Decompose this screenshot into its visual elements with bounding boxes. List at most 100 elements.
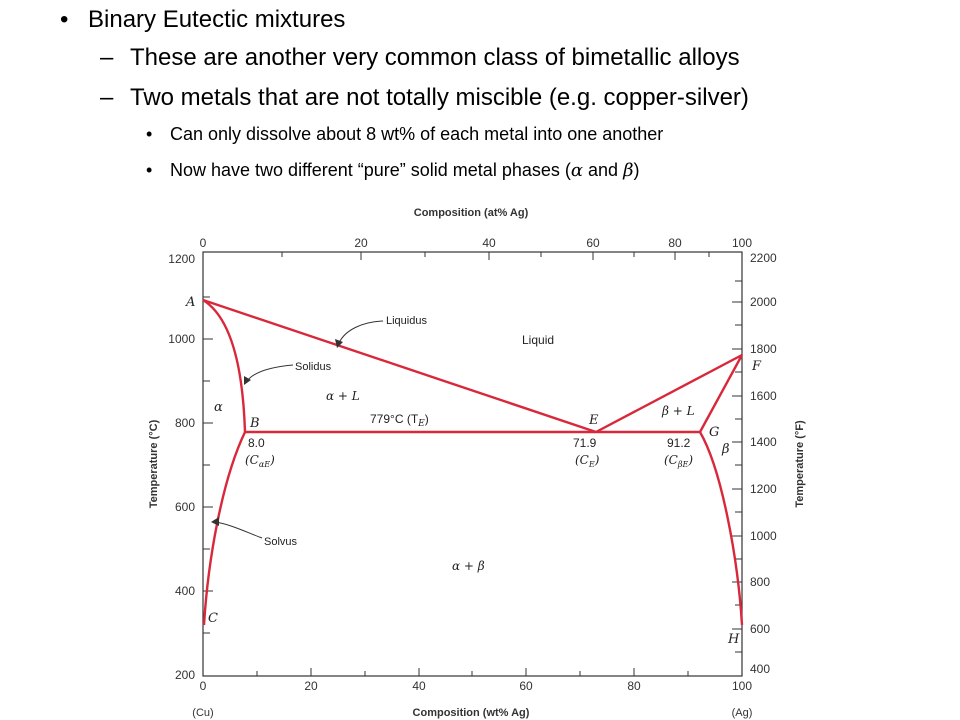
right-tick-label: 400 bbox=[750, 662, 770, 676]
c-alpha-e-close: ) bbox=[269, 453, 275, 467]
bullet-dot: • bbox=[146, 160, 153, 180]
point-e-label: E bbox=[588, 413, 599, 428]
bullet-text: Binary Eutectic mixtures bbox=[88, 6, 346, 33]
bottom-tick-label: 60 bbox=[519, 679, 533, 693]
left-tick-label: 1000 bbox=[168, 332, 195, 346]
cu-label: (Cu) bbox=[192, 707, 213, 719]
left-tick-label: 1200 bbox=[168, 252, 195, 266]
c-e-label: (CE) bbox=[575, 453, 600, 469]
c-beta-e-close: ) bbox=[687, 453, 693, 467]
point-g-label: G bbox=[709, 425, 719, 440]
solidus-line-alpha bbox=[202, 298, 247, 433]
point-a-label: A bbox=[185, 295, 195, 310]
bottom-tick-label: 20 bbox=[304, 679, 318, 693]
right-tick-label: 1600 bbox=[750, 389, 777, 403]
c-alpha-e-sub: αE bbox=[259, 460, 270, 469]
ag-label: (Ag) bbox=[732, 707, 753, 719]
alpha-liquid-region-label: α + L bbox=[326, 389, 360, 403]
top-tick-label: 100 bbox=[732, 236, 752, 250]
bottom-tick-marks bbox=[202, 668, 689, 676]
beta-region-label: β bbox=[721, 442, 730, 457]
solidus-line-beta bbox=[698, 354, 744, 433]
solidus-arrow bbox=[246, 364, 294, 382]
top-axis: 0 20 40 60 80 100 bbox=[200, 236, 752, 260]
liquidus-arrow-head bbox=[335, 339, 343, 348]
subsub-bullet-text: Now have two different “pure” solid meta… bbox=[170, 160, 639, 181]
c-e-sub: E bbox=[588, 460, 595, 469]
bullet-dot: • bbox=[60, 6, 69, 33]
phases-suffix: ) bbox=[633, 160, 640, 180]
liquidus-line-left bbox=[202, 298, 597, 434]
c-alpha-e-prefix: (C bbox=[245, 453, 259, 467]
left-tick-label: 600 bbox=[175, 500, 195, 514]
left-axis-title: Temperature (°C) bbox=[148, 419, 160, 508]
eutectic-temp-text: 779°C (T bbox=[370, 412, 419, 426]
liquidus-label: Liquidus bbox=[386, 315, 427, 327]
liquidus-arrow bbox=[338, 320, 384, 344]
subsub-bullet-text: Can only dissolve about 8 wt% of each me… bbox=[170, 124, 664, 144]
bottom-tick-label: 0 bbox=[200, 679, 207, 693]
eutectic-temp-sub: E bbox=[417, 419, 425, 429]
c-beta-e-label: (CβE) bbox=[664, 453, 693, 469]
beta-liquid-region-label: β + L bbox=[661, 404, 695, 418]
bottom-axis-title: Composition (wt% Ag) bbox=[413, 707, 530, 719]
top-tick-marks bbox=[202, 252, 710, 260]
top-tick-label: 60 bbox=[586, 236, 600, 250]
c-e-value: 71.9 bbox=[573, 436, 597, 450]
top-tick-label: 80 bbox=[668, 236, 682, 250]
left-tick-label: 800 bbox=[175, 416, 195, 430]
liquid-region-label: Liquid bbox=[522, 333, 554, 347]
right-tick-label: 1400 bbox=[750, 435, 777, 449]
c-alpha-e-value: 8.0 bbox=[248, 436, 265, 450]
sub-bullet-text: These are another very common class of b… bbox=[130, 44, 740, 71]
solvus-label: Solvus bbox=[264, 536, 298, 548]
c-beta-e-sub: βE bbox=[677, 460, 689, 469]
c-e-prefix: (C bbox=[575, 453, 589, 467]
top-axis-title: Composition (at% Ag) bbox=[414, 207, 529, 219]
right-tick-label: 1000 bbox=[750, 529, 777, 543]
left-tick-label: 400 bbox=[175, 584, 195, 598]
phases-prefix: Now have two different “pure” solid meta… bbox=[170, 160, 571, 180]
bottom-tick-label: 80 bbox=[627, 679, 641, 693]
right-tick-label: 1800 bbox=[750, 342, 777, 356]
right-axis-title: Temperature (°F) bbox=[794, 420, 806, 508]
point-b-label: B bbox=[249, 416, 260, 431]
c-beta-e-prefix: (C bbox=[664, 453, 678, 467]
eutectic-temperature-label: 779°C (TE) bbox=[370, 412, 429, 429]
left-axis: 1200 1000 800 600 400 200 bbox=[168, 252, 213, 682]
sub-bullet-text: Two metals that are not totally miscible… bbox=[130, 84, 749, 111]
top-tick-label: 20 bbox=[354, 236, 368, 250]
c-alpha-e-label: (CαE) bbox=[245, 453, 275, 469]
right-tick-label: 600 bbox=[750, 622, 770, 636]
plot-frame bbox=[202, 251, 743, 677]
right-axis: 2200 2000 1800 1600 1400 1200 1000 800 6… bbox=[732, 251, 777, 676]
point-h-label: H bbox=[727, 632, 740, 647]
leader-arrows bbox=[215, 320, 384, 539]
c-beta-e-value: 91.2 bbox=[667, 436, 691, 450]
eutectic-temp-close: ) bbox=[425, 412, 429, 426]
solvus-line-beta bbox=[698, 431, 744, 626]
bottom-tick-label: 100 bbox=[732, 679, 752, 693]
c-e-close: ) bbox=[594, 453, 600, 467]
alpha-region-label: α bbox=[214, 400, 223, 415]
alpha-symbol: α bbox=[570, 160, 584, 181]
right-tick-label: 2000 bbox=[750, 295, 777, 309]
top-tick-label: 0 bbox=[200, 236, 207, 250]
left-tick-label: 200 bbox=[175, 668, 195, 682]
phase-boundaries bbox=[202, 298, 744, 626]
point-c-label: C bbox=[208, 611, 218, 626]
top-tick-label: 40 bbox=[482, 236, 496, 250]
solidus-arrow-head bbox=[244, 376, 251, 385]
right-tick-label: 2200 bbox=[750, 251, 777, 265]
bottom-tick-label: 40 bbox=[412, 679, 426, 693]
solidus-label: Solidus bbox=[295, 361, 332, 373]
bottom-axis: 0 20 40 60 80 100 (Cu) (Ag) bbox=[192, 668, 752, 719]
beta-symbol: β bbox=[623, 160, 634, 181]
arrow-heads bbox=[211, 339, 343, 526]
solvus-arrow bbox=[215, 521, 263, 539]
right-tick-label: 1200 bbox=[750, 482, 777, 496]
bullet-dash: – bbox=[100, 84, 114, 111]
point-f-label: F bbox=[751, 359, 762, 374]
liquidus-line-right bbox=[595, 353, 743, 434]
